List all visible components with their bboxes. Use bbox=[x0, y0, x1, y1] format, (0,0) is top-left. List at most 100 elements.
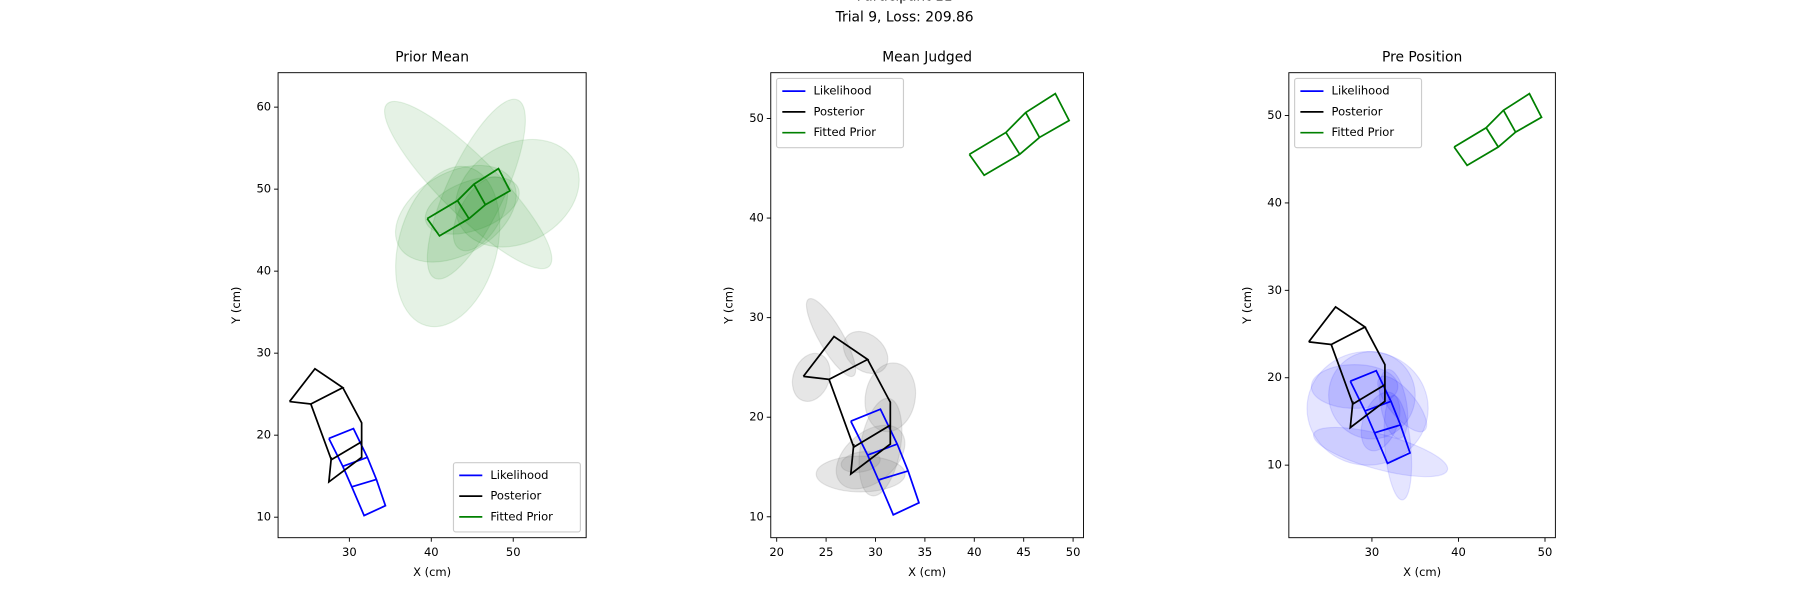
y-tick-label: 30 bbox=[1267, 283, 1282, 297]
legend-label: Likelihood bbox=[490, 468, 548, 482]
subplot: 20 25 30 35 40 45 50 10 20 30 40 50 Mean Judged X (cm… bbox=[722, 50, 1084, 579]
shape-line bbox=[288, 367, 345, 405]
shape-line bbox=[878, 470, 909, 481]
uncertainty-ellipse bbox=[424, 176, 520, 235]
axes-title: Prior Mean bbox=[395, 50, 469, 66]
legend-box bbox=[1294, 77, 1423, 149]
shape-line bbox=[1374, 424, 1401, 434]
legend: Likelihood Posterior Fitted Prior bbox=[452, 462, 581, 533]
axes-background bbox=[278, 72, 587, 538]
suptitle: Participant 11 bbox=[857, 0, 953, 5]
plot-area bbox=[791, 92, 1071, 516]
y-tick-label: 30 bbox=[749, 310, 764, 324]
x-axis-label: X (cm) bbox=[908, 565, 946, 579]
y-axis-label: Y (cm) bbox=[722, 287, 736, 325]
legend-label: Likelihood bbox=[813, 84, 871, 98]
axes-background bbox=[1288, 72, 1556, 538]
x-tick-label: 40 bbox=[967, 545, 982, 559]
shape-line bbox=[850, 408, 921, 516]
x-axis-label: X (cm) bbox=[1403, 565, 1441, 579]
axes-frame bbox=[277, 72, 587, 539]
x-tick-label: 50 bbox=[506, 545, 521, 559]
y-tick-label: 20 bbox=[749, 410, 764, 424]
y-tick-label: 10 bbox=[749, 509, 764, 523]
uncertainty-ellipse bbox=[1378, 368, 1409, 440]
legend-label: Fitted Prior bbox=[813, 125, 876, 139]
shape-line bbox=[1349, 369, 1412, 465]
x-tick-label: 50 bbox=[1066, 545, 1081, 559]
y-tick-label: 50 bbox=[256, 182, 271, 196]
shape-line bbox=[327, 387, 363, 484]
subplot: 30 40 50 10 20 30 40 50 60 Prior Mean X (cm) Y (cm)… bbox=[229, 50, 587, 579]
uncertainty-ellipse bbox=[1306, 350, 1429, 466]
x-tick-label: 40 bbox=[1451, 545, 1466, 559]
y-tick-label: 10 bbox=[1267, 458, 1282, 472]
shape-line bbox=[473, 183, 487, 206]
x-tick-label: 30 bbox=[1365, 545, 1380, 559]
y-tick-label: 60 bbox=[256, 100, 271, 114]
x-tick-label: 35 bbox=[918, 545, 933, 559]
y-tick-label: 50 bbox=[749, 111, 764, 125]
x-tick-label: 20 bbox=[769, 545, 784, 559]
y-tick-label: 50 bbox=[1267, 108, 1282, 122]
shape-line bbox=[1349, 326, 1386, 430]
uncertainty-ellipse bbox=[815, 455, 906, 493]
y-tick-label: 40 bbox=[256, 264, 271, 278]
uncertainty-ellipse bbox=[383, 100, 553, 270]
x-tick-label: 30 bbox=[868, 545, 883, 559]
y-tick-label: 20 bbox=[256, 428, 271, 442]
x-axis-label: X (cm) bbox=[413, 565, 451, 579]
legend-label: Posterior bbox=[1332, 104, 1383, 118]
legend-label: Likelihood bbox=[1332, 84, 1390, 98]
shape-line bbox=[351, 478, 377, 488]
uncertainty-ellipse bbox=[452, 176, 509, 252]
shape-line bbox=[1005, 131, 1021, 155]
uncertainty-ellipse bbox=[1328, 350, 1416, 440]
y-tick-label: 40 bbox=[749, 211, 764, 225]
shape-line bbox=[1502, 109, 1517, 133]
shape-line bbox=[968, 92, 1071, 177]
axes-frame bbox=[1288, 72, 1556, 539]
legend-label: Fitted Prior bbox=[1332, 125, 1395, 139]
plot-area bbox=[1306, 92, 1543, 501]
axes-background bbox=[770, 72, 1084, 538]
x-tick-label: 40 bbox=[424, 545, 439, 559]
legend: Likelihood Posterior Fitted Prior bbox=[1294, 77, 1423, 149]
uncertainty-ellipse bbox=[395, 165, 501, 328]
axes-title: Pre Position bbox=[1382, 50, 1462, 66]
y-axis-label: Y (cm) bbox=[229, 287, 243, 325]
x-tick-label: 50 bbox=[1538, 545, 1553, 559]
legend-label: Fitted Prior bbox=[490, 509, 553, 523]
shape-line bbox=[1453, 92, 1543, 167]
x-tick-label: 45 bbox=[1016, 545, 1031, 559]
y-tick-label: 40 bbox=[1267, 195, 1282, 209]
x-tick-label: 25 bbox=[819, 545, 834, 559]
legend-label: Posterior bbox=[490, 489, 541, 503]
shape-line bbox=[1024, 112, 1041, 138]
uncertainty-ellipse bbox=[454, 138, 580, 248]
uncertainty-ellipse bbox=[394, 164, 517, 263]
plot-area bbox=[288, 98, 580, 517]
y-tick-label: 10 bbox=[256, 510, 271, 524]
axes-frame bbox=[770, 72, 1084, 539]
x-tick-label: 30 bbox=[342, 545, 357, 559]
uncertainty-ellipse bbox=[1383, 394, 1413, 501]
legend-label: Posterior bbox=[813, 104, 864, 118]
subplot: 30 40 50 10 20 30 40 50 Pre Position X (cm) Y (cm)… bbox=[1240, 50, 1556, 579]
y-axis-label: Y (cm) bbox=[1240, 287, 1254, 325]
legend-box bbox=[452, 462, 581, 533]
shape-line bbox=[1485, 127, 1500, 148]
uncertainty-ellipse bbox=[1360, 391, 1401, 452]
legend: Likelihood Posterior Fitted Prior bbox=[775, 77, 905, 149]
uncertainty-ellipse bbox=[805, 298, 857, 378]
uncertainty-ellipse bbox=[1312, 426, 1449, 478]
y-tick-label: 20 bbox=[1267, 370, 1282, 384]
shape-line bbox=[456, 200, 470, 220]
uncertainty-ellipse bbox=[1310, 364, 1399, 409]
shape-line bbox=[426, 167, 512, 238]
subtitle: Trial 9, Loss: 209.86 bbox=[835, 9, 974, 25]
shape-line bbox=[328, 427, 387, 517]
y-tick-label: 30 bbox=[256, 346, 271, 360]
axes-title: Mean Judged bbox=[882, 50, 972, 66]
